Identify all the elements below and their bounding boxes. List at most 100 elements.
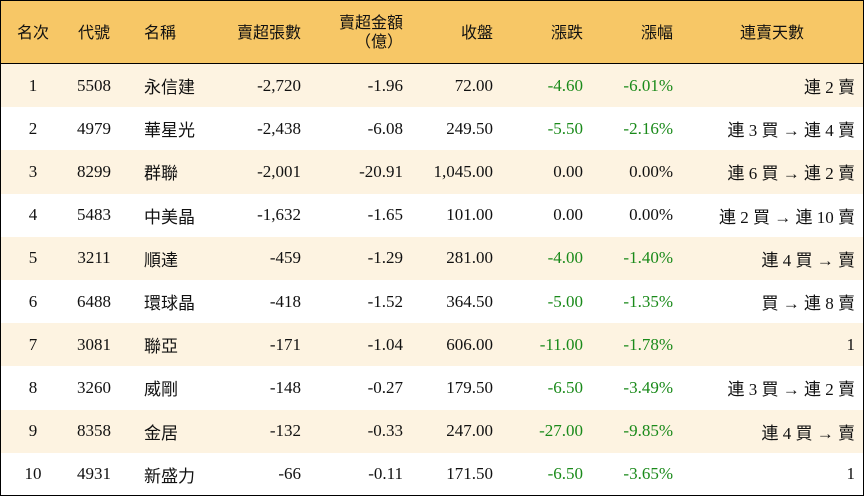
table-cell: -2,001: [215, 150, 309, 194]
table-cell: 3081: [65, 323, 123, 367]
table-cell: 5483: [77, 205, 111, 225]
table-cell: -2,438: [257, 118, 301, 138]
table-cell: -6.08: [367, 118, 403, 138]
header-cell: 代號: [65, 1, 123, 64]
table-cell: -1.40%: [591, 236, 681, 280]
table-cell: 179.50: [446, 377, 493, 397]
header-cell: 賣超金額 （億）: [309, 1, 411, 64]
table-cell: -27.00: [501, 409, 591, 453]
table-cell: 聯亞: [123, 323, 215, 367]
table-cell: -459: [215, 236, 309, 280]
table-cell: 3211: [65, 236, 123, 280]
table-cell: 4: [28, 205, 38, 225]
table-cell: 10: [24, 464, 42, 484]
table-cell: 2: [28, 118, 38, 138]
table-cell: -3.65%: [623, 464, 673, 484]
header-cell: 漲幅: [591, 1, 681, 64]
table-cell: 1: [846, 464, 856, 484]
table-cell: -9.85%: [591, 409, 681, 453]
table-cell: 72.00: [411, 63, 501, 108]
table-cell: -1.35%: [623, 291, 673, 311]
table-cell: -1.96: [309, 63, 411, 108]
table-cell: 606.00: [411, 323, 501, 367]
table-cell: 7: [1, 323, 65, 367]
table-cell: 1: [681, 323, 863, 367]
table-row: 3 8299 群聯 -2,001 -20.91 1,045.00 0.00 0.00% 連 6 …: [1, 150, 863, 194]
table-cell: -2.16%: [623, 118, 673, 138]
table-row: 4 5483 中美晶 -1,632 -1.65 101.00 0.00 0.00% 連 2 買 …: [1, 194, 863, 237]
table-cell: -1.78%: [591, 323, 681, 367]
table-cell: 6488: [77, 291, 111, 311]
table-cell: -3.49%: [623, 377, 673, 397]
table-cell: -6.50: [547, 377, 583, 397]
table-cell: 281.00: [411, 236, 501, 280]
header-cell: 收盤: [411, 1, 501, 64]
table-cell: -171: [215, 323, 309, 367]
table-cell: -2,720: [215, 63, 309, 108]
table-cell: 0.00: [553, 205, 583, 225]
table-cell: 249.50: [446, 118, 493, 138]
table-row: 5 3211 順達 -459 -1.29 281.00 -4.00 -1.40% 連 4 買 →…: [1, 236, 863, 280]
table-cell: 新盛力: [144, 466, 195, 486]
table-cell: -1,632: [257, 205, 301, 225]
table-cell: -0.27: [367, 377, 403, 397]
table-cell: -6.50: [547, 464, 583, 484]
table-cell: -1.65: [367, 205, 403, 225]
table-cell: -4.00: [501, 236, 591, 280]
table-cell: 買 → 連 8 賣: [761, 294, 856, 314]
table-cell: -1.04: [309, 323, 411, 367]
table-cell: 5: [1, 236, 65, 280]
header-cell: 名次: [1, 1, 65, 64]
table-cell: 連 2 買 → 連 10 賣: [719, 207, 855, 227]
table-row: 1 5508 永信建 -2,720 -1.96 72.00 -4.60 -6.01% 連 2 賣: [1, 63, 863, 108]
table-cell: 連 4 買 → 賣: [681, 409, 863, 453]
table-cell: 247.00: [411, 409, 501, 453]
table-cell: 171.50: [446, 464, 493, 484]
table-cell: -4.60: [501, 63, 591, 108]
table-cell: 1,045.00: [411, 150, 501, 194]
header-cell: 名稱: [123, 1, 215, 64]
table-row: 7 3081 聯亞 -171 -1.04 606.00 -11.00 -1.78% 1: [1, 323, 863, 367]
table-cell: 連 4 買 → 賣: [681, 236, 863, 280]
table-cell: 華星光: [144, 121, 195, 141]
table-cell: 9: [1, 409, 65, 453]
header-cell: 漲跌: [501, 1, 591, 64]
table-cell: -6.01%: [591, 63, 681, 108]
table-cell: 順達: [123, 236, 215, 280]
table-cell: 3260: [77, 377, 111, 397]
table-row: 2 4979 華星光 -2,438 -6.08 249.50 -5.50 -2.16% 連 3 …: [1, 107, 863, 150]
header-cell: 賣超張數: [215, 1, 309, 64]
table-cell: 4931: [77, 464, 111, 484]
table-cell: 3: [1, 150, 65, 194]
table-cell: 6: [28, 291, 38, 311]
table-cell: 4979: [77, 118, 111, 138]
table-row: 10 4931 新盛力 -66 -0.11 171.50 -6.50 -3.65% 1: [1, 453, 863, 495]
table-cell: -66: [278, 464, 301, 484]
table-cell: -0.11: [368, 464, 403, 484]
table-cell: -0.33: [309, 409, 411, 453]
table-cell: 364.50: [446, 291, 493, 311]
header-row: 名次 代號 名稱 賣超張數 賣超金額 （億） 收盤 漲跌 漲幅 連賣天數: [1, 1, 863, 64]
table-body: 1 5508 永信建 -2,720 -1.96 72.00 -4.60 -6.01% 連 2 賣…: [1, 63, 863, 496]
table-cell: 1: [1, 63, 65, 108]
table-cell: 連 3 買 → 連 4 賣: [727, 121, 856, 141]
table-cell: 8: [28, 377, 38, 397]
table-cell: 永信建: [123, 63, 215, 108]
table-cell: -20.91: [309, 150, 411, 194]
table-row: 8 3260 威剛 -148 -0.27 179.50 -6.50 -3.49% 連 3 買 →…: [1, 366, 863, 409]
table-cell: 連 2 賣: [681, 63, 863, 108]
table-cell: 環球晶: [144, 294, 195, 314]
table-cell: 群聯: [123, 150, 215, 194]
table-row: 9 8358 金居 -132 -0.33 247.00 -27.00 -9.85% 連 4 買 …: [1, 409, 863, 453]
table-cell: -418: [269, 291, 301, 311]
table-cell: 0.00%: [591, 150, 681, 194]
table-cell: 連 6 買 → 連 2 賣: [681, 150, 863, 194]
table-cell: 101.00: [446, 205, 493, 225]
table-cell: -1.29: [309, 236, 411, 280]
table-cell: -11.00: [501, 323, 591, 367]
table-row: 6 6488 環球晶 -418 -1.52 364.50 -5.00 -1.35% 買 → 連 …: [1, 280, 863, 323]
table-cell: 中美晶: [144, 207, 195, 227]
table-cell: -1.52: [367, 291, 403, 311]
